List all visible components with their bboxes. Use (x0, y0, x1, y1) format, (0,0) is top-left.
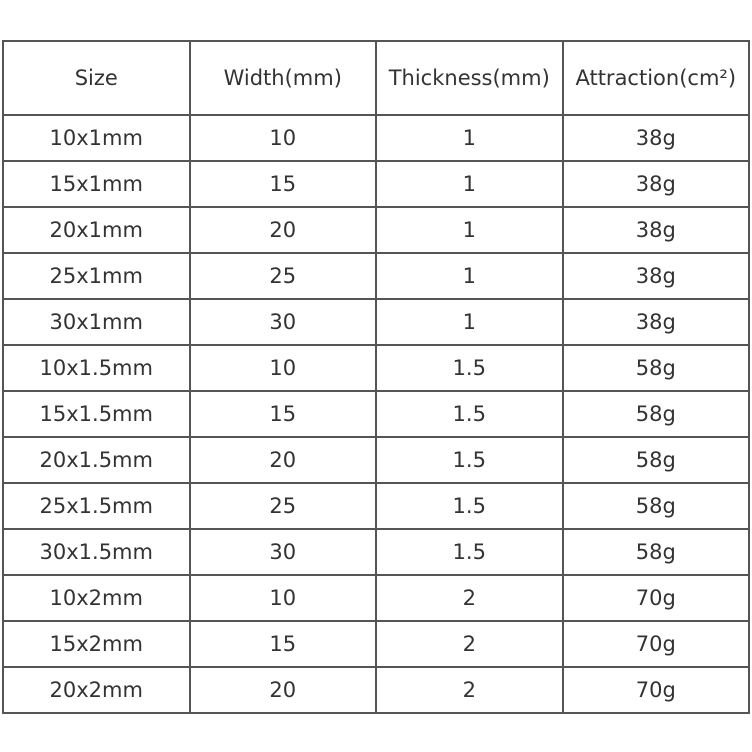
table-row: 20x1mm 20 1 38g (2, 206, 750, 254)
table-cell: 38g (561, 206, 750, 254)
table-cell: 15 (188, 160, 377, 208)
table-cell: 1.5 (375, 344, 564, 392)
table-cell: 38g (561, 114, 750, 162)
table-cell: 1 (375, 114, 564, 162)
table-row: 20x1.5mm 20 1.5 58g (2, 436, 750, 484)
table-cell: 58g (561, 482, 750, 530)
table-cell: 30 (188, 528, 377, 576)
table-cell: 1 (375, 160, 564, 208)
table-cell: 20 (188, 666, 377, 714)
table-cell: 10x2mm (2, 574, 191, 622)
table-cell: 15x1.5mm (2, 390, 191, 438)
table-row: 30x1.5mm 30 1.5 58g (2, 528, 750, 576)
table-cell: 1 (375, 252, 564, 300)
table-cell: 2 (375, 666, 564, 714)
table-cell: 10 (188, 114, 377, 162)
table-cell: 10 (188, 344, 377, 392)
table-cell: 2 (375, 574, 564, 622)
header-row: Size Width(mm) Thickness(mm) Attraction(cm²… (2, 40, 750, 116)
table-row: 10x1mm 10 1 38g (2, 114, 750, 162)
header-cell: Width(mm) (188, 40, 377, 116)
table-row: 25x1.5mm 25 1.5 58g (2, 482, 750, 530)
table-row: 15x1mm 15 1 38g (2, 160, 750, 208)
table-body: 10x1mm 10 1 38g 15x1mm 15 1 38g 20x1mm 20 1 38g 25x1… (2, 114, 750, 714)
header-cell: Size (2, 40, 191, 116)
table-cell: 20 (188, 436, 377, 484)
table-row: 10x2mm 10 2 70g (2, 574, 750, 622)
table-wrap: Size Width(mm) Thickness(mm) Attraction(cm²… (2, 40, 750, 714)
table-cell: 58g (561, 436, 750, 484)
table-cell: 10x1mm (2, 114, 191, 162)
header-cell: Attraction(cm²) (561, 40, 750, 116)
table-row: 20x2mm 20 2 70g (2, 666, 750, 714)
table-cell: 25x1mm (2, 252, 191, 300)
table-row: 10x1.5mm 10 1.5 58g (2, 344, 750, 392)
table-cell: 1 (375, 298, 564, 346)
table-cell: 38g (561, 298, 750, 346)
table-cell: 1.5 (375, 482, 564, 530)
table-cell: 30x1.5mm (2, 528, 191, 576)
table-cell: 30x1mm (2, 298, 191, 346)
table-cell: 15 (188, 390, 377, 438)
table-cell: 1.5 (375, 390, 564, 438)
table-cell: 15 (188, 620, 377, 668)
table-cell: 20x1mm (2, 206, 191, 254)
table-cell: 30 (188, 298, 377, 346)
table-row: 15x1.5mm 15 1.5 58g (2, 390, 750, 438)
spec-table: Size Width(mm) Thickness(mm) Attraction(cm²… (2, 40, 750, 714)
table-cell: 25 (188, 482, 377, 530)
header-cell: Thickness(mm) (375, 40, 564, 116)
table-cell: 1.5 (375, 528, 564, 576)
table-cell: 70g (561, 574, 750, 622)
table-cell: 1.5 (375, 436, 564, 484)
table-row: 30x1mm 30 1 38g (2, 298, 750, 346)
table-row: 15x2mm 15 2 70g (2, 620, 750, 668)
table-cell: 38g (561, 160, 750, 208)
table-cell: 38g (561, 252, 750, 300)
table-cell: 25 (188, 252, 377, 300)
table-cell: 58g (561, 344, 750, 392)
table-cell: 10x1.5mm (2, 344, 191, 392)
table-cell: 15x1mm (2, 160, 191, 208)
table-cell: 58g (561, 528, 750, 576)
table-row: 25x1mm 25 1 38g (2, 252, 750, 300)
table-cell: 10 (188, 574, 377, 622)
table-cell: 25x1.5mm (2, 482, 191, 530)
table-cell: 1 (375, 206, 564, 254)
table-cell: 70g (561, 666, 750, 714)
table-cell: 58g (561, 390, 750, 438)
table-cell: 2 (375, 620, 564, 668)
table-cell: 20x2mm (2, 666, 191, 714)
table-cell: 15x2mm (2, 620, 191, 668)
table-cell: 20x1.5mm (2, 436, 191, 484)
table-cell: 20 (188, 206, 377, 254)
table-cell: 70g (561, 620, 750, 668)
